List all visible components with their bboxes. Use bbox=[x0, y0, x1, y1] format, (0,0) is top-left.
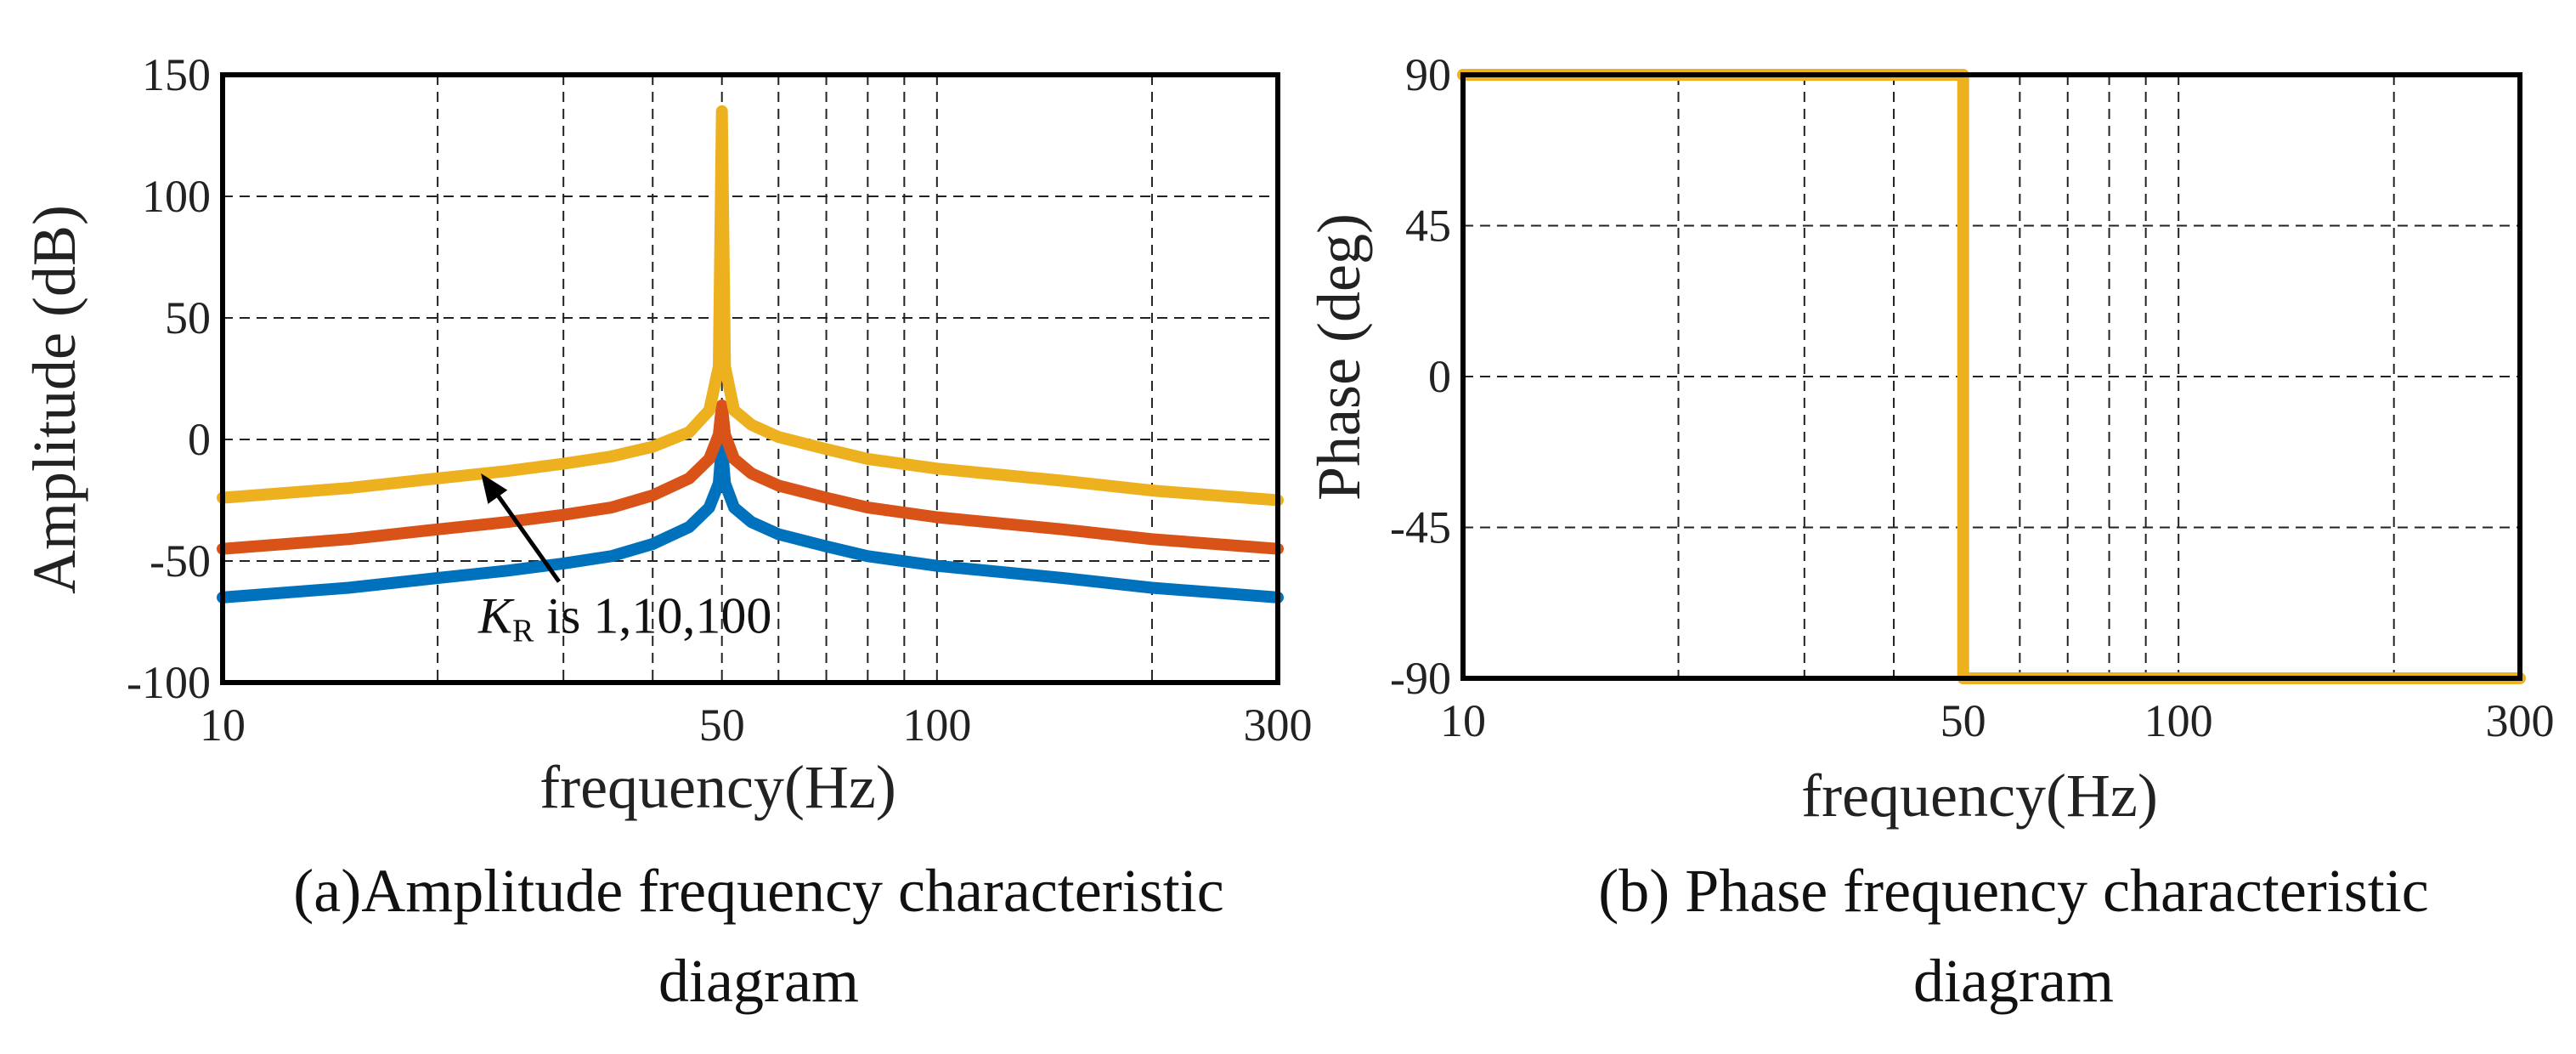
amplitude-x-axis-label: frequency(Hz) bbox=[539, 753, 896, 821]
phase-y-axis-label: Phase (deg) bbox=[1305, 213, 1373, 501]
y-tick-label-50: 50 bbox=[165, 292, 211, 343]
series-line-kr-10 bbox=[217, 400, 1284, 555]
amplitude-chart: 150 100 50 0 -50 -100 10 50 100 300 Amplitude (d… bbox=[20, 49, 1313, 1015]
phase-chart: 90 45 0 -45 -90 10 50 100 300 Phase (deg) frequ… bbox=[1305, 49, 2555, 1015]
phase-grid bbox=[1463, 75, 2520, 678]
x-tick-label-100: 100 bbox=[902, 700, 971, 751]
amplitude-plot-frame bbox=[220, 72, 1280, 685]
x-tick-label-100: 100 bbox=[2144, 695, 2213, 746]
x-tick-label-300: 300 bbox=[1244, 700, 1313, 751]
amplitude-caption-line2: diagram bbox=[658, 947, 859, 1015]
y-tick-label--50: -50 bbox=[150, 536, 211, 586]
amplitude-x-ticks: 10 50 100 300 bbox=[200, 700, 1313, 751]
x-tick-label-10: 10 bbox=[1440, 695, 1486, 746]
y-tick-label--45: -45 bbox=[1390, 502, 1451, 553]
y-tick-label--100: -100 bbox=[127, 657, 211, 708]
y-tick-label-0: 0 bbox=[188, 414, 211, 465]
kr-annotation-text: KR is 1,10,100 bbox=[477, 587, 771, 649]
phase-caption-line1: (b) Phase frequency characteristic bbox=[1598, 857, 2428, 925]
series-line-kr-1 bbox=[217, 438, 1284, 604]
phase-caption-line2: diagram bbox=[1913, 947, 2114, 1015]
amplitude-y-axis-label: Amplitude (dB) bbox=[20, 205, 88, 594]
kr-annotation-subscript: R bbox=[512, 613, 534, 649]
x-tick-label-50: 50 bbox=[1940, 695, 1986, 746]
y-tick-label-0: 0 bbox=[1428, 351, 1451, 402]
phase-plot-frame bbox=[1460, 72, 2522, 681]
amplitude-series-group bbox=[217, 105, 1284, 604]
amplitude-y-ticks: 150 100 50 0 -50 -100 bbox=[127, 49, 211, 708]
y-tick-label-150: 150 bbox=[142, 49, 211, 100]
y-tick-label-90: 90 bbox=[1405, 49, 1451, 100]
x-tick-label-50: 50 bbox=[699, 700, 745, 751]
kr-annotation-rest: is 1,10,100 bbox=[534, 587, 771, 643]
series-line-kr-100 bbox=[217, 105, 1284, 507]
kr-annotation-k: K bbox=[477, 587, 515, 643]
amplitude-caption-line1: (a)Amplitude frequency characteristic bbox=[293, 857, 1223, 925]
kr-annotation-arrow bbox=[488, 482, 562, 583]
kr-annotation-arrowhead bbox=[481, 473, 508, 504]
phase-y-ticks: 90 45 0 -45 -90 bbox=[1390, 49, 1451, 704]
y-tick-label--90: -90 bbox=[1390, 653, 1451, 704]
y-tick-label-45: 45 bbox=[1405, 201, 1451, 252]
y-tick-label-100: 100 bbox=[142, 171, 211, 222]
phase-x-axis-label: frequency(Hz) bbox=[1801, 762, 2158, 830]
phase-x-ticks: 10 50 100 300 bbox=[1440, 695, 2555, 746]
x-tick-label-10: 10 bbox=[200, 700, 246, 751]
amplitude-grid bbox=[223, 75, 1278, 683]
x-tick-label-300: 300 bbox=[2486, 695, 2555, 746]
